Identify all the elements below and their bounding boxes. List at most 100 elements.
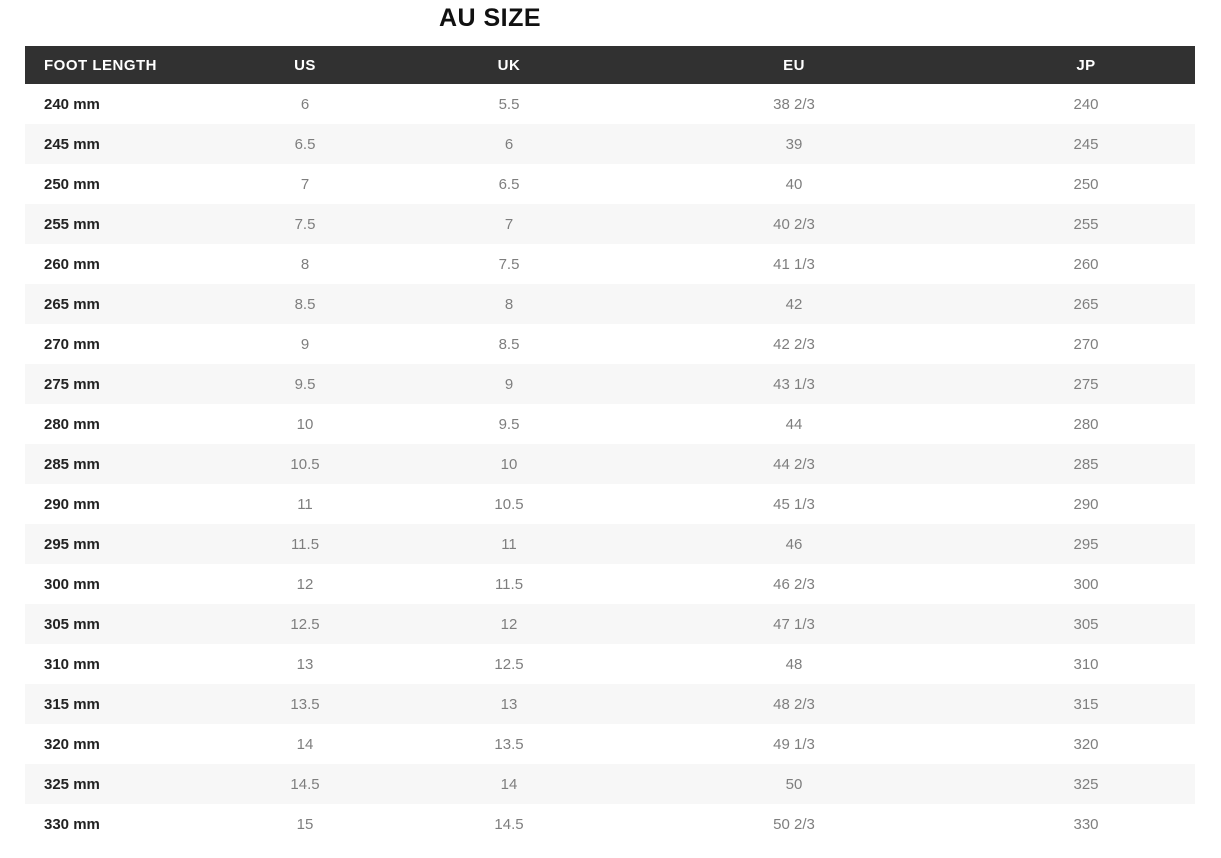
- size-value-cell: 39: [785, 135, 803, 153]
- table-row: 250 mm 7 6.5 40 250: [25, 164, 1195, 204]
- table-row: 285 mm 10.5 10 44 2/3 285: [25, 444, 1195, 484]
- size-value-cell: 7: [504, 215, 514, 233]
- table-row: 305 mm 12.5 12 47 1/3 305: [25, 604, 1195, 644]
- size-value-cell: 44: [785, 415, 803, 433]
- size-value-cell: 41 1/3: [773, 255, 815, 273]
- size-value-cell: 11: [501, 535, 517, 553]
- size-value-cell: 240: [1073, 95, 1099, 113]
- table-row: 330 mm 15 14.5 50 2/3 330: [25, 804, 1195, 844]
- size-value-cell: 47 1/3: [773, 615, 815, 633]
- foot-length-cell: 310 mm: [44, 655, 100, 673]
- header-row: FOOT LENGTH US UK EU JP: [25, 46, 1195, 84]
- foot-length-cell: 320 mm: [44, 735, 100, 753]
- size-value-cell: 8.5: [498, 335, 520, 353]
- table-row: 325 mm 14.5 14 50 325: [25, 764, 1195, 804]
- size-value-cell: 8: [300, 255, 310, 273]
- size-value-cell: 40: [785, 175, 803, 193]
- size-value-cell: 250: [1073, 175, 1099, 193]
- size-value-cell: 270: [1073, 335, 1099, 353]
- size-value-cell: 42: [785, 295, 803, 313]
- size-value-cell: 49 1/3: [773, 735, 815, 753]
- size-value-cell: 325: [1073, 775, 1099, 793]
- size-value-cell: 14: [500, 775, 518, 793]
- size-value-cell: 9: [504, 375, 514, 393]
- table-row: 310 mm 13 12.5 48 310: [25, 644, 1195, 684]
- column-header-eu: EU: [611, 46, 977, 84]
- size-value-cell: 14.5: [494, 815, 524, 833]
- size-value-cell: 12: [500, 615, 518, 633]
- table-row: 260 mm 8 7.5 41 1/3 260: [25, 244, 1195, 284]
- size-value-cell: 48: [785, 655, 803, 673]
- size-value-cell: 295: [1073, 535, 1099, 553]
- size-value-cell: 15: [296, 815, 314, 833]
- size-value-cell: 320: [1073, 735, 1099, 753]
- foot-length-cell: 315 mm: [44, 695, 100, 713]
- foot-length-cell: 250 mm: [44, 175, 100, 193]
- foot-length-cell: 285 mm: [44, 455, 100, 473]
- size-value-cell: 38 2/3: [773, 95, 815, 113]
- size-value-cell: 46 2/3: [773, 575, 815, 593]
- column-header-foot-length: FOOT LENGTH: [25, 46, 203, 84]
- table-row: 270 mm 9 8.5 42 2/3 270: [25, 324, 1195, 364]
- size-value-cell: 280: [1073, 415, 1099, 433]
- foot-length-cell: 295 mm: [44, 535, 100, 553]
- size-value-cell: 11.5: [494, 575, 524, 593]
- size-value-cell: 11.5: [290, 535, 320, 553]
- column-header-jp: JP: [977, 46, 1195, 84]
- size-value-cell: 14: [296, 735, 314, 753]
- table-header: FOOT LENGTH US UK EU JP: [25, 46, 1195, 84]
- size-value-cell: 10: [500, 455, 518, 473]
- column-header-uk: UK: [407, 46, 611, 84]
- foot-length-cell: 265 mm: [44, 295, 100, 313]
- foot-length-cell: 290 mm: [44, 495, 100, 513]
- size-value-cell: 40 2/3: [773, 215, 815, 233]
- table-row: 240 mm 6 5.5 38 2/3 240: [25, 84, 1195, 124]
- size-value-cell: 315: [1073, 695, 1099, 713]
- size-value-cell: 255: [1073, 215, 1099, 233]
- foot-length-cell: 330 mm: [44, 815, 100, 833]
- size-value-cell: 42 2/3: [773, 335, 815, 353]
- size-value-cell: 7: [300, 175, 310, 193]
- table-row: 315 mm 13.5 13 48 2/3 315: [25, 684, 1195, 724]
- size-value-cell: 265: [1073, 295, 1099, 313]
- size-value-cell: 245: [1073, 135, 1099, 153]
- size-value-cell: 7.5: [498, 255, 520, 273]
- foot-length-cell: 240 mm: [44, 95, 100, 113]
- size-value-cell: 10.5: [290, 455, 320, 473]
- table-row: 320 mm 14 13.5 49 1/3 320: [25, 724, 1195, 764]
- table-row: 255 mm 7.5 7 40 2/3 255: [25, 204, 1195, 244]
- size-value-cell: 275: [1073, 375, 1099, 393]
- size-value-cell: 13: [500, 695, 518, 713]
- size-value-cell: 13.5: [290, 695, 320, 713]
- size-value-cell: 12.5: [494, 655, 524, 673]
- size-value-cell: 10.5: [494, 495, 524, 513]
- foot-length-cell: 270 mm: [44, 335, 100, 353]
- foot-length-cell: 245 mm: [44, 135, 100, 153]
- size-value-cell: 310: [1073, 655, 1099, 673]
- foot-length-cell: 255 mm: [44, 215, 100, 233]
- size-value-cell: 7.5: [294, 215, 316, 233]
- foot-length-cell: 300 mm: [44, 575, 100, 593]
- table-row: 300 mm 12 11.5 46 2/3 300: [25, 564, 1195, 604]
- size-value-cell: 13.5: [494, 735, 524, 753]
- size-value-cell: 50: [785, 775, 803, 793]
- foot-length-cell: 280 mm: [44, 415, 100, 433]
- size-value-cell: 9.5: [498, 415, 520, 433]
- size-value-cell: 48 2/3: [773, 695, 815, 713]
- size-value-cell: 50 2/3: [773, 815, 815, 833]
- size-value-cell: 8.5: [294, 295, 316, 313]
- size-value-cell: 9.5: [294, 375, 316, 393]
- foot-length-cell: 325 mm: [44, 775, 100, 793]
- size-value-cell: 11: [297, 495, 313, 513]
- size-value-cell: 285: [1073, 455, 1099, 473]
- page-title: AU SIZE: [438, 4, 542, 32]
- size-value-cell: 290: [1073, 495, 1099, 513]
- column-header-us: US: [203, 46, 407, 84]
- size-value-cell: 330: [1073, 815, 1099, 833]
- table-row: 280 mm 10 9.5 44 280: [25, 404, 1195, 444]
- size-value-cell: 6.5: [294, 135, 316, 153]
- table-body: 240 mm 6 5.5 38 2/3 240 245 mm 6.5 6 39 245 250 mm…: [25, 84, 1195, 844]
- size-value-cell: 6: [504, 135, 514, 153]
- size-value-cell: 14.5: [290, 775, 320, 793]
- size-value-cell: 10: [296, 415, 314, 433]
